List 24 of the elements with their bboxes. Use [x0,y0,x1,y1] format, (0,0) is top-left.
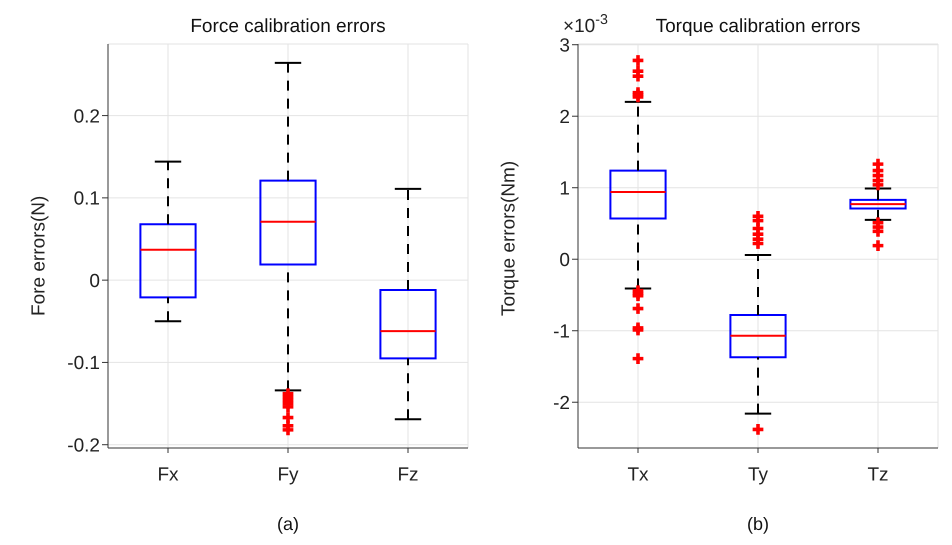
y-tick-label: -0.1 [67,353,100,374]
y-axis-title: Fore errors(N) [28,196,50,316]
chart-title: Torque calibration errors [656,16,860,37]
y-axis-title: Torque errors(Nm) [498,160,520,316]
x-tick-label: Fz [397,464,419,486]
y-tick-label: -1 [553,321,570,342]
y-tick-label: 1 [559,178,570,200]
y-tick-label: 2 [559,106,570,128]
chart-title: Force calibration errors [190,16,386,37]
y-tick-label: 3 [559,35,570,56]
x-tick-label: Tz [867,464,889,486]
text: (b) [747,514,769,534]
y-tick-label: 0.1 [74,188,100,210]
text: (a) [277,514,299,534]
y-tick-label: 0 [559,250,570,271]
x-tick-label: Fx [157,464,180,486]
x-tick-label: Fy [277,464,300,486]
y-tick-label: -2 [553,392,570,414]
x-tick-label: Ty [748,464,769,486]
x-tick-label: Tx [627,464,650,486]
text: ×10$^{-3}$ [563,12,608,37]
y-tick-label: 0.2 [74,106,100,128]
y-tick-label: 0 [89,270,100,292]
y-tick-label: -0.2 [67,435,100,456]
